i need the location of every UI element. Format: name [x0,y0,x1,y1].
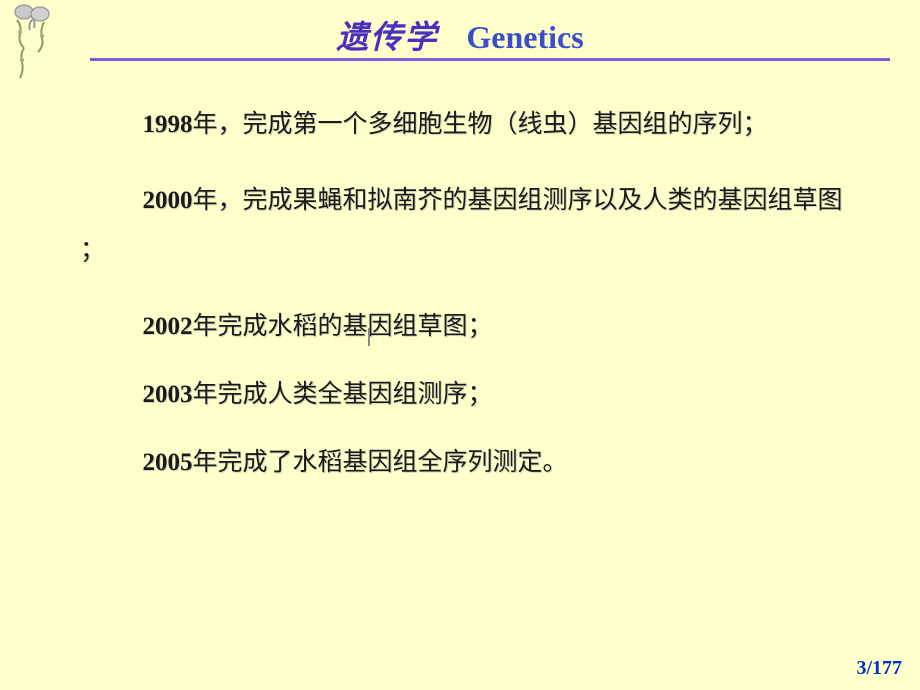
title-chinese: 遗传学 [336,19,438,55]
year-label: 2003 [143,381,193,408]
year-label: 2002 [143,313,193,340]
text-cursor-icon [368,328,370,346]
paragraph: 1998年，完成第一个多细胞生物（线虫）基因组的序列； [80,100,870,150]
paragraph: 2002年完成水稻的基因组草图； [80,302,870,352]
paragraph-text: 年完成人类全基因组测序； [193,381,493,408]
year-label: 1998 [143,111,193,138]
paragraph-text: 年，完成果蝇和拟南芥的基因组测序以及人类的基因组草图 ； [80,187,843,264]
year-label: 2005 [143,449,193,476]
paragraph: 2000年，完成果蝇和拟南芥的基因组测序以及人类的基因组草图 ； [80,176,870,276]
slide-title: 遗传学 Genetics [0,12,920,58]
paragraph: 2003年完成人类全基因组测序； [80,370,870,420]
paragraph-text: 年完成了水稻基因组全序列测定。 [193,449,568,476]
paragraph-text: 年完成水稻的基因组草图； [193,313,493,340]
page-number: 3/177 [856,657,902,680]
title-underline [90,58,890,61]
year-label: 2000 [143,187,193,214]
slide-content: 1998年，完成第一个多细胞生物（线虫）基因组的序列； 2000年，完成果蝇和拟… [80,100,870,506]
paragraph: 2005年完成了水稻基因组全序列测定。 [80,438,870,488]
paragraph-text: 年，完成第一个多细胞生物（线虫）基因组的序列； [193,111,768,138]
title-english: Genetics [466,19,583,55]
